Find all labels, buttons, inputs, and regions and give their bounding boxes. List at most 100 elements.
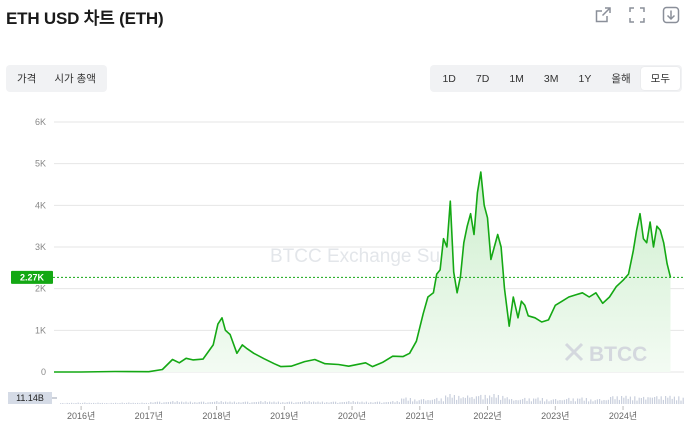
volume-bar xyxy=(596,399,598,404)
range-7d[interactable]: 7D xyxy=(475,72,490,85)
volume-bar xyxy=(299,402,301,404)
range-ytd[interactable]: 올해 xyxy=(611,73,631,85)
volume-bar xyxy=(280,402,282,404)
volume-bar xyxy=(145,402,147,404)
volume-bar xyxy=(368,402,370,404)
volume-bar xyxy=(658,399,660,404)
volume-bar xyxy=(590,399,592,404)
volume-bar xyxy=(218,402,220,404)
x-tick-label: 2021년 xyxy=(406,411,434,421)
volume-bar xyxy=(625,395,627,404)
price-chart[interactable]: BTCC Exchange Su BTCC 2.27K 11.14B 0 1K 2K… xyxy=(0,108,688,434)
volume-bar xyxy=(200,401,202,404)
volume-bar xyxy=(392,401,394,404)
volume-bar xyxy=(533,398,535,404)
volume-bar xyxy=(339,402,341,404)
volume-bar xyxy=(141,402,143,404)
exchange-watermark: BTCC Exchange Su xyxy=(270,246,440,267)
volume-bar xyxy=(667,397,669,404)
volume-bar xyxy=(242,402,244,404)
volume-bar xyxy=(194,402,196,404)
volume-bar xyxy=(634,396,636,405)
volume-bar xyxy=(390,401,392,404)
volume-bar xyxy=(486,398,488,404)
volume-bar xyxy=(469,397,471,404)
volume-bar xyxy=(379,401,381,404)
volume-bar xyxy=(207,402,209,404)
volume-bar xyxy=(588,401,590,405)
volume-bar xyxy=(71,402,73,404)
volume-bar xyxy=(680,400,682,404)
volume-bar xyxy=(643,396,645,404)
share-icon[interactable] xyxy=(592,4,614,26)
volume-bar xyxy=(416,401,418,404)
volume-bar xyxy=(568,397,570,404)
volume-bar xyxy=(106,403,108,404)
volume-tag: 11.14B xyxy=(8,392,57,404)
volume-bar xyxy=(302,401,304,404)
volume-bar xyxy=(332,401,334,404)
volume-bar xyxy=(159,401,161,404)
volume-bar xyxy=(616,396,618,404)
volume-bar xyxy=(266,402,268,404)
volume-bar xyxy=(244,401,246,404)
volume-bar xyxy=(328,402,330,404)
volume-bar xyxy=(75,403,77,404)
range-1m[interactable]: 1M xyxy=(509,72,524,85)
volume-bar xyxy=(359,402,361,404)
volume-bar xyxy=(601,400,603,404)
x-tick-label: 2023년 xyxy=(541,411,569,421)
volume-bar xyxy=(405,397,407,404)
price-area xyxy=(54,172,671,372)
btcc-watermark: BTCC xyxy=(564,342,647,366)
volume-bar xyxy=(108,403,110,404)
volume-bar xyxy=(574,401,576,404)
volume-bar xyxy=(453,395,455,404)
tab-price[interactable]: 가격 xyxy=(17,73,37,85)
volume-bar xyxy=(478,396,480,404)
volume-bar xyxy=(522,399,524,404)
volume-bar xyxy=(86,403,88,404)
volume-bar xyxy=(528,398,530,404)
volume-bar xyxy=(550,400,552,404)
volume-bar xyxy=(618,399,620,404)
download-icon[interactable] xyxy=(660,4,682,26)
volume-bar xyxy=(363,402,365,404)
volume-bar xyxy=(561,400,563,404)
volume-bar xyxy=(183,402,185,404)
volume-bar xyxy=(671,398,673,404)
volume-bar xyxy=(552,399,554,404)
range-all[interactable]: 모두 xyxy=(640,67,680,90)
tab-market-cap[interactable]: 시가 총액 xyxy=(54,73,96,85)
volume-bar xyxy=(436,397,438,404)
range-1d[interactable]: 1D xyxy=(442,72,456,85)
volume-bar xyxy=(253,402,255,404)
volume-bar xyxy=(251,402,253,404)
volume-bar xyxy=(383,402,385,404)
volume-bar xyxy=(539,400,541,404)
volume-bar xyxy=(526,400,528,404)
volume-bar xyxy=(427,400,429,404)
range-1y[interactable]: 1Y xyxy=(578,72,592,85)
volume-bar xyxy=(438,400,440,404)
volume-bar xyxy=(238,402,240,404)
y-tick-label: 1K xyxy=(35,325,46,335)
range-3m[interactable]: 3M xyxy=(543,72,559,85)
volume-bar xyxy=(260,401,262,404)
volume-bar xyxy=(249,402,251,404)
volume-bar xyxy=(682,397,684,404)
volume-bar xyxy=(101,402,103,404)
volume-bar xyxy=(396,401,398,404)
volume-bar xyxy=(599,399,601,404)
volume-bar xyxy=(271,402,273,404)
volume-bar xyxy=(203,401,205,404)
volume-bar xyxy=(231,402,233,404)
volume-bar xyxy=(90,403,92,404)
volume-bar xyxy=(579,398,581,404)
volume-bar xyxy=(181,401,183,404)
volume-bar xyxy=(431,399,433,404)
volume-bar xyxy=(412,401,414,405)
volume-bar xyxy=(152,402,154,404)
fullscreen-icon[interactable] xyxy=(626,4,648,26)
volume-bar xyxy=(656,396,658,404)
